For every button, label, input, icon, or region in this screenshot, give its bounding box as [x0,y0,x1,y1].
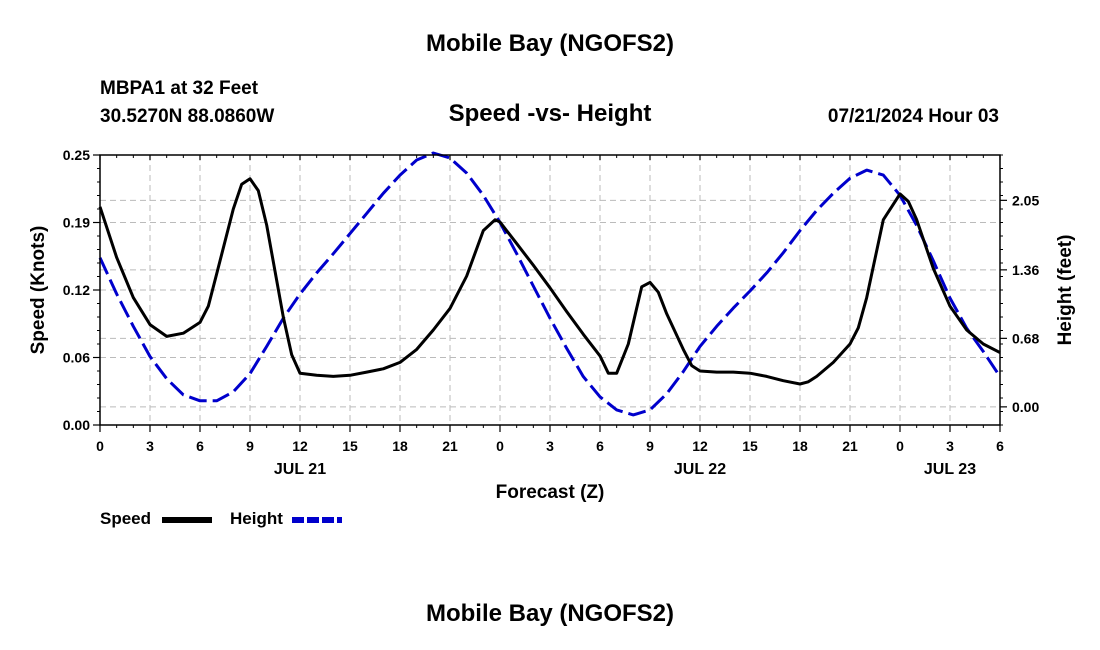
series-line-height [98,151,1002,417]
y-left-tick-label: 0.00 [63,417,90,433]
x-tick-label: 3 [546,438,554,454]
height-series [98,151,1002,417]
x-tick-label: 0 [496,438,504,454]
y-right-tick-label: 0.68 [1012,330,1039,346]
y-left-tick-label: 0.25 [63,147,90,163]
station-label: MBPA1 at 32 Feet [100,78,259,99]
date-label: JUL 22 [674,461,726,478]
x-tick-label: 15 [342,438,358,454]
speed-series [98,177,1001,386]
chart-subtitle: Speed -vs- Height [448,100,652,127]
x-tick-label: 6 [996,438,1004,454]
y-left-tick-label: 0.06 [63,350,90,366]
x-tick-label: 12 [292,438,308,454]
x-tick-label: 18 [792,438,808,454]
y-left-tick-label: 0.12 [63,282,90,298]
x-tick-label: 9 [646,438,654,454]
x-tick-label: 6 [596,438,604,454]
series-line-speed [98,177,1001,386]
x-tick-label: 9 [246,438,254,454]
y-left-tick-label: 0.19 [63,215,90,231]
footer-title: Mobile Bay (NGOFS2) [425,600,675,627]
forecast-datetime: 07/21/2024 Hour 03 [827,106,999,127]
x-tick-label: 6 [196,438,204,454]
axis-ticks: 0 3 6 9 12 15 18 21 0 3 6 9 12 15 18 21 0 3 6 JUL 21 JUL 22 J… [63,147,1040,478]
chart-title: Mobile Bay (NGOFS2) [425,30,675,57]
x-tick-label: 3 [146,438,154,454]
x-tick-label: 0 [96,438,104,454]
y-right-tick-label: 1.36 [1012,262,1039,278]
date-label: JUL 23 [924,461,976,478]
x-tick-label: 21 [442,438,458,454]
y-axis-right-label: Height (feet) [1055,234,1076,346]
legend-label-height: Height [230,509,283,528]
station-coords: 30.5270N 88.0860W [100,106,275,127]
date-label: JUL 21 [274,461,326,478]
legend-label-speed: Speed [100,509,152,528]
x-tick-label: 18 [392,438,408,454]
x-tick-label: 3 [946,438,954,454]
x-tick-label: 12 [692,438,708,454]
x-tick-label: 0 [896,438,904,454]
y-right-tick-label: 0.00 [1012,399,1039,415]
x-axis-label: Forecast (Z) [495,482,605,503]
y-right-tick-label: 2.05 [1012,192,1039,208]
y-axis-left-label: Speed (Knots) [28,225,49,355]
x-tick-label: 15 [742,438,758,454]
x-tick-label: 21 [842,438,858,454]
